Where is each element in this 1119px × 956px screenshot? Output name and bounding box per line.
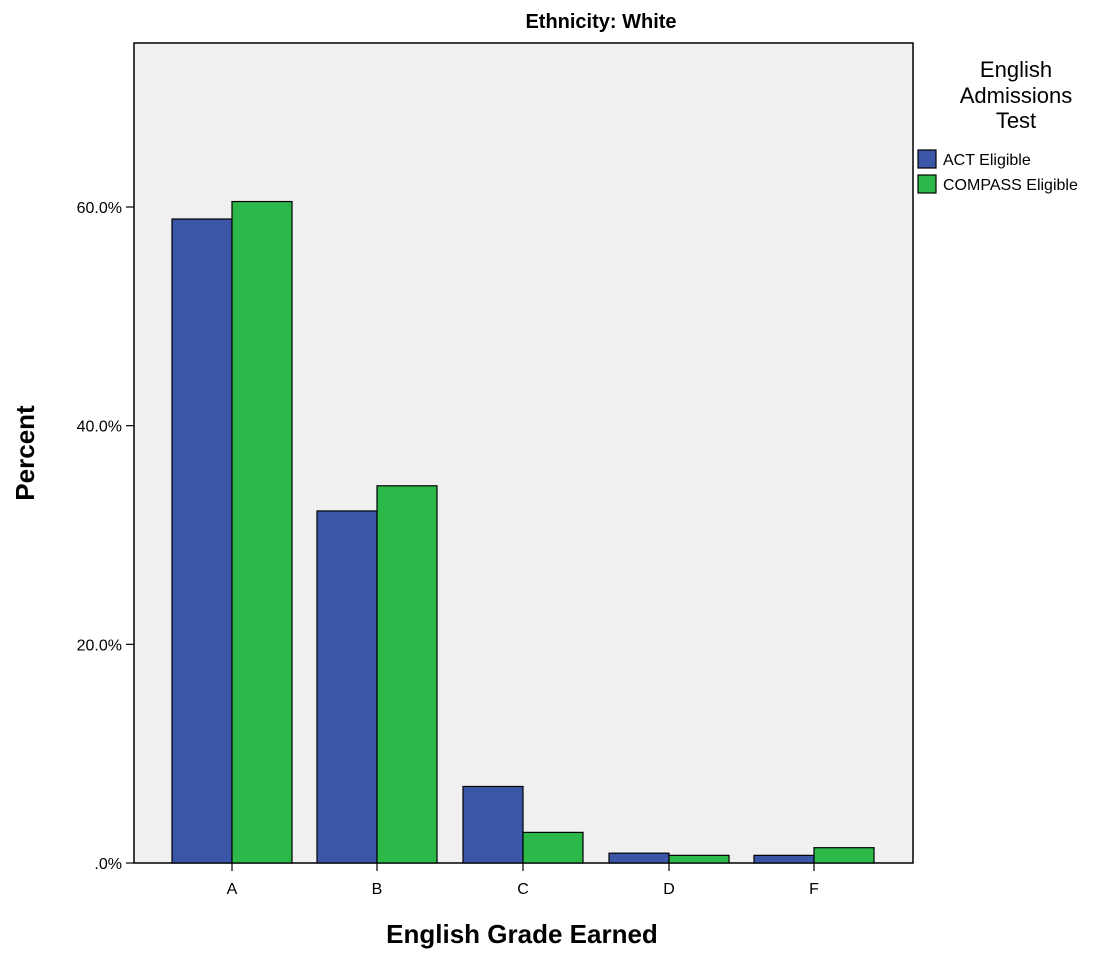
y-axis-label: Percent: [10, 405, 40, 501]
legend: English Admissions Test ACT Eligible COM…: [917, 57, 1078, 194]
x-tick-label-f: F: [809, 881, 819, 898]
bar-act-eligible-f: [753, 854, 815, 864]
x-tick-label-b: B: [372, 881, 383, 898]
x-axis-label: English Grade Earned: [386, 919, 658, 949]
legend-label-act-eligible: ACT Eligible: [943, 152, 1031, 169]
legend-swatch-act-eligible: [917, 149, 937, 169]
bar-compass-eligible-a: [231, 200, 293, 864]
bar-act-eligible-c: [462, 785, 524, 864]
bar-compass-eligible-d: [668, 854, 730, 864]
legend-title-line-2: Admissions: [960, 83, 1072, 108]
y-tick-label: 60.0%: [77, 200, 122, 217]
bar-compass-eligible-c: [522, 831, 584, 864]
y-tick-label: .0%: [94, 856, 122, 873]
legend-swatch-compass-eligible: [917, 174, 937, 194]
legend-title-line-3: Test: [996, 108, 1036, 133]
bar-compass-eligible-b: [376, 485, 438, 864]
legend-title-line-1: English: [980, 57, 1052, 82]
bars-layer: [171, 200, 875, 864]
legend-label-compass-eligible: COMPASS Eligible: [943, 177, 1078, 194]
bar-compass-eligible-f: [813, 847, 875, 864]
y-tick-label: 40.0%: [77, 419, 122, 436]
x-tick-label-c: C: [517, 881, 529, 898]
x-tick-label-a: A: [227, 881, 238, 898]
y-axis: .0% 20.0% 40.0% 60.0%: [77, 200, 134, 873]
x-tick-label-d: D: [663, 881, 675, 898]
bar-act-eligible-a: [171, 218, 233, 864]
bar-act-eligible-b: [316, 510, 378, 864]
bar-act-eligible-d: [608, 852, 670, 864]
chart-title: Ethnicity: White: [525, 11, 676, 33]
y-tick-label: 20.0%: [77, 637, 122, 654]
